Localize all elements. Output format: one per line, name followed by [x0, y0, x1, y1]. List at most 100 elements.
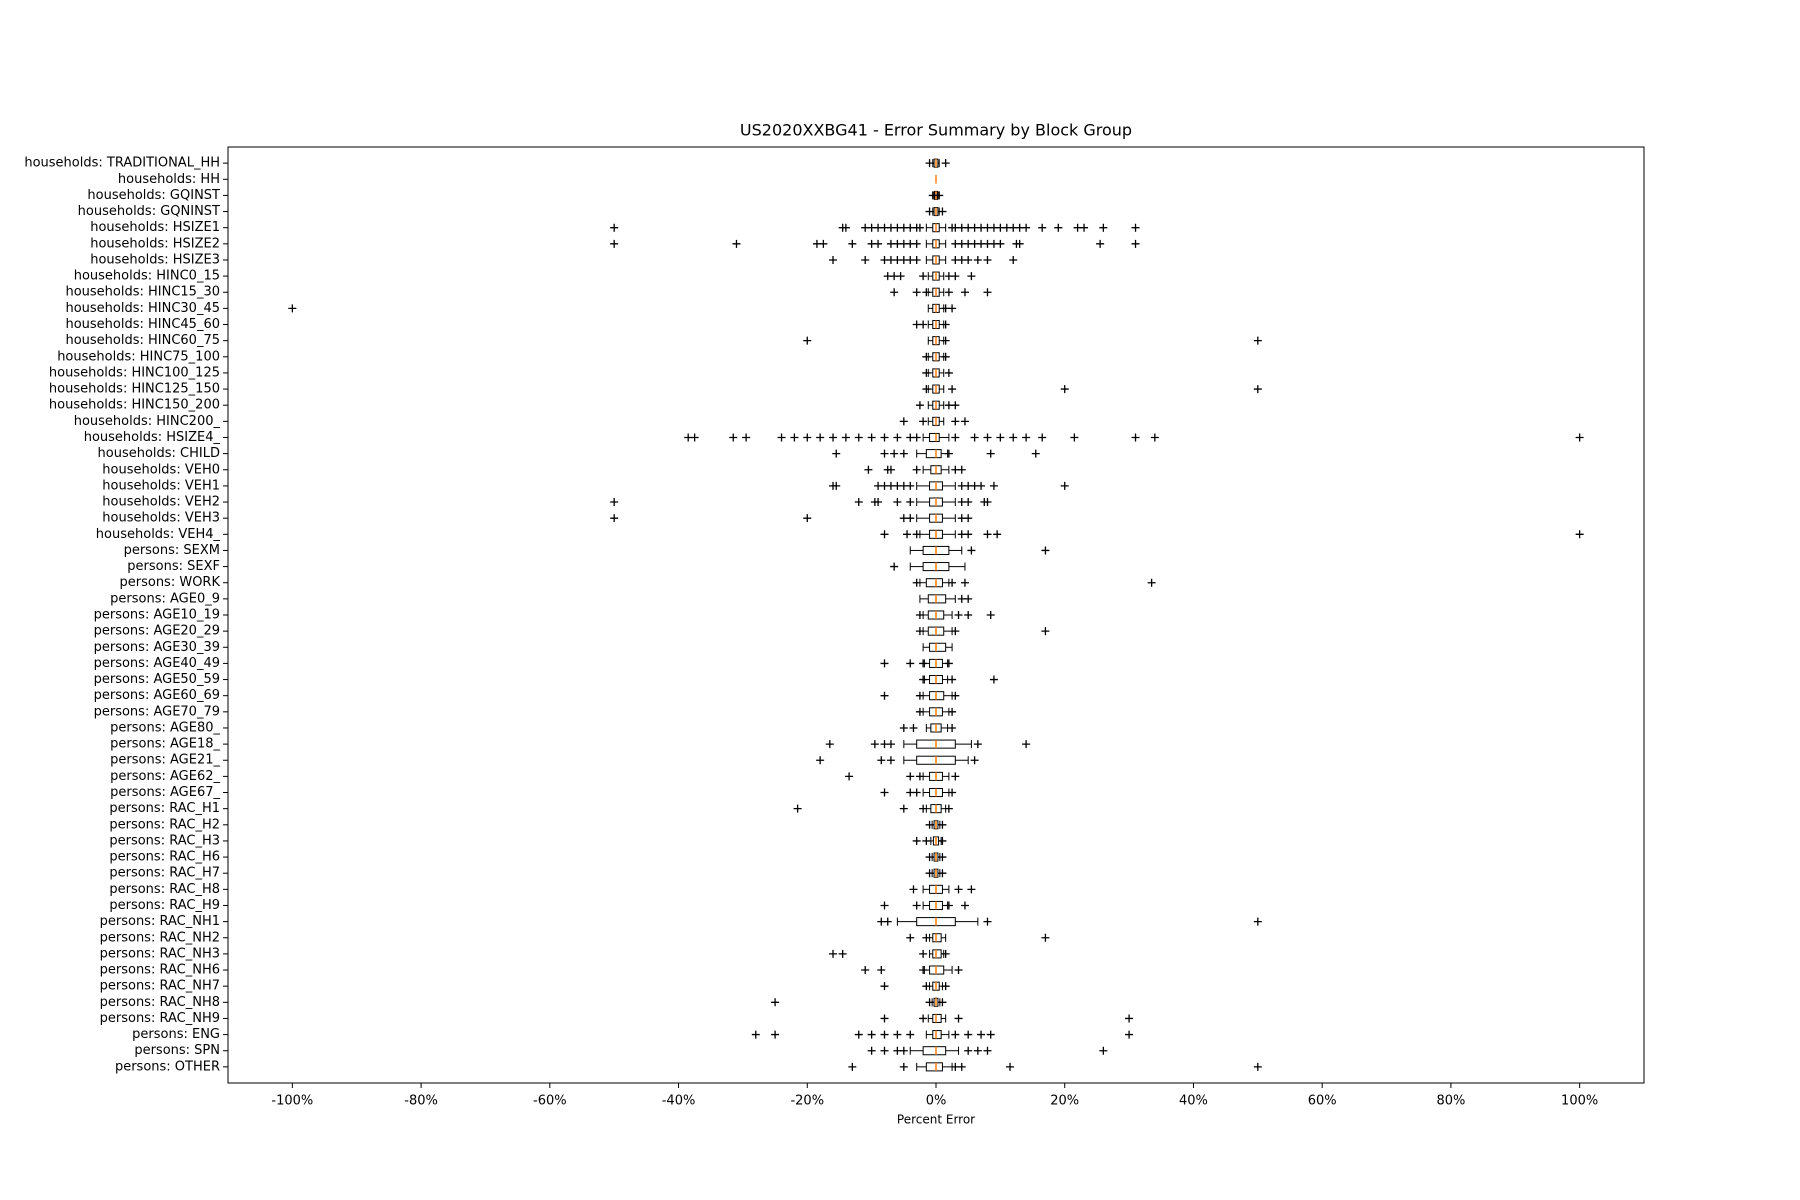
flier	[899, 723, 908, 732]
flier	[1575, 530, 1584, 539]
flier	[1054, 223, 1063, 232]
y-tick-label: persons: AGE62_	[110, 769, 220, 784]
flier	[912, 530, 921, 539]
flier	[919, 966, 928, 975]
flier	[919, 1014, 928, 1023]
flier	[288, 304, 297, 313]
flier	[915, 401, 924, 410]
flier	[610, 514, 619, 523]
flier	[1070, 433, 1079, 442]
flier	[989, 675, 998, 684]
flier	[970, 433, 979, 442]
flier	[1125, 1014, 1134, 1023]
box	[925, 578, 943, 588]
box	[925, 449, 942, 459]
flier	[964, 611, 973, 619]
flier	[912, 578, 921, 587]
flier	[1099, 223, 1108, 232]
flier	[854, 498, 863, 507]
flier	[899, 1062, 908, 1071]
flier	[954, 611, 963, 619]
flier	[880, 982, 889, 991]
y-tick-label: households: HSIZE4_	[84, 430, 221, 445]
flier	[1060, 481, 1069, 490]
flier	[1096, 239, 1105, 248]
flier	[903, 530, 912, 539]
flier	[896, 272, 905, 281]
flier	[944, 659, 953, 668]
y-tick-label: persons: AGE20_29	[94, 624, 220, 639]
flier	[983, 498, 992, 507]
flier	[1022, 740, 1031, 749]
flier	[729, 433, 738, 442]
box	[927, 594, 947, 604]
flier	[919, 675, 928, 684]
flier	[973, 255, 982, 264]
flier	[690, 433, 699, 442]
flier	[915, 772, 924, 781]
flier	[919, 417, 928, 426]
y-tick-label: households: GQNINST	[78, 204, 220, 219]
x-tick-label: 20%	[1050, 1094, 1079, 1109]
flier	[829, 433, 838, 442]
flier	[777, 433, 786, 442]
flier	[948, 707, 957, 716]
flier	[986, 449, 995, 458]
flier	[973, 1046, 982, 1055]
flier	[948, 788, 957, 797]
flier	[964, 594, 973, 603]
flier	[893, 498, 902, 507]
flier	[854, 433, 863, 442]
flier	[915, 691, 924, 700]
flier	[973, 740, 982, 749]
flier	[915, 627, 924, 636]
flier	[919, 659, 928, 668]
flier	[951, 433, 960, 442]
flier	[874, 498, 883, 507]
flier	[944, 449, 953, 458]
flier	[771, 998, 780, 1007]
flier	[906, 481, 915, 490]
flier	[1253, 1062, 1262, 1071]
y-tick-label: households: TRADITIONAL_HH	[24, 156, 220, 171]
flier	[880, 659, 889, 668]
flier	[983, 433, 992, 442]
y-tick-label: households: HINC60_75	[65, 333, 220, 348]
flier	[829, 255, 838, 264]
flier	[941, 949, 950, 958]
flier	[1147, 578, 1156, 587]
flier	[1150, 433, 1159, 442]
y-tick-label: persons: AGE30_39	[94, 640, 220, 655]
flier	[948, 675, 957, 684]
flier	[957, 1062, 966, 1071]
flier	[816, 756, 825, 765]
flier	[893, 433, 902, 442]
box	[932, 1030, 942, 1040]
flier	[922, 288, 931, 297]
flier	[915, 611, 924, 619]
flier	[964, 1030, 973, 1039]
flier	[964, 1046, 973, 1055]
y-tick-label: persons: RAC_NH8	[100, 995, 220, 1010]
flier	[951, 691, 960, 700]
y-tick-label: households: HINC30_45	[65, 301, 220, 316]
flier	[867, 1030, 876, 1039]
y-tick-label: persons: RAC_NH7	[100, 979, 220, 994]
flier	[941, 982, 950, 991]
y-tick-label: persons: RAC_H3	[109, 833, 220, 848]
flier	[838, 949, 847, 958]
flier	[964, 530, 973, 539]
flier	[941, 352, 950, 361]
flier	[922, 368, 931, 377]
flier	[944, 288, 953, 297]
flier	[960, 288, 969, 297]
x-tick-label: -100%	[271, 1094, 313, 1109]
y-tick-label: persons: AGE70_79	[94, 704, 220, 719]
flier	[977, 1030, 986, 1039]
flier	[983, 255, 992, 264]
flier	[954, 1014, 963, 1023]
x-tick-label: 0%	[926, 1094, 947, 1109]
flier	[951, 627, 960, 636]
flier	[944, 368, 953, 377]
